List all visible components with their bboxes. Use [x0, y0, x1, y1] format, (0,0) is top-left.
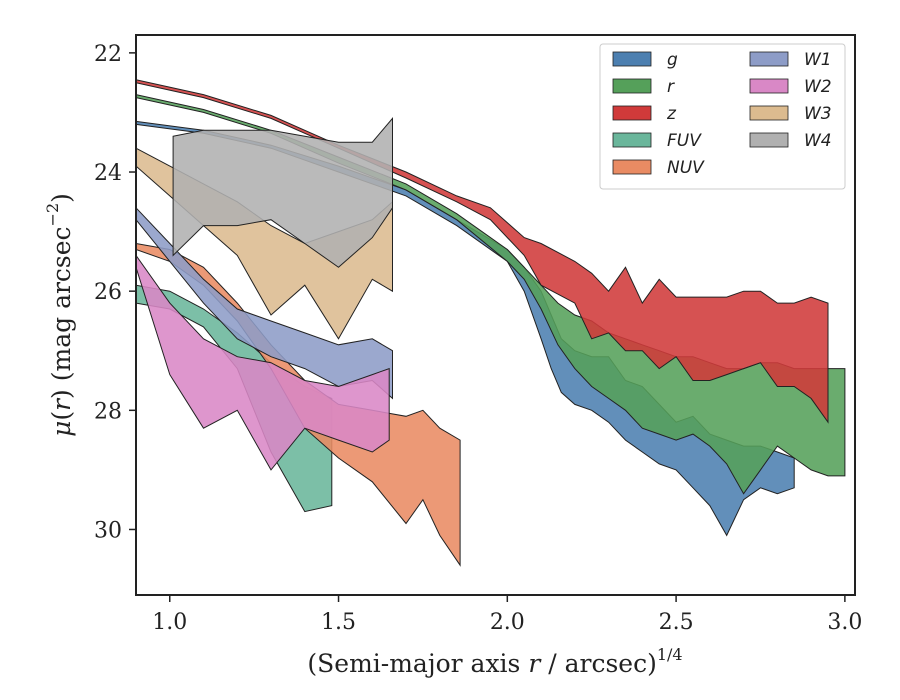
legend-label-r: r [667, 77, 675, 97]
profile-bands [136, 79, 846, 567]
legend-label-w4: W4 [804, 131, 832, 151]
legend-label-g: g [667, 50, 678, 70]
x-tick-label: 3.0 [827, 610, 862, 635]
band-w4 [172, 117, 393, 268]
x-tick-label: 1.0 [152, 610, 187, 635]
band-z [136, 79, 829, 424]
plot-frame [135, 34, 856, 596]
y-tick-label: 24 [94, 161, 122, 186]
y-tick-label: 30 [94, 518, 122, 543]
legend-label-w3: W3 [804, 104, 832, 124]
legend: grz FUV NUV W1 W2 W3 W4 [599, 43, 846, 190]
legend-swatch-w3 [749, 105, 789, 121]
y-axis-label: μ(r) (mag arcsec−2) [43, 193, 76, 437]
axis-ticks: 1.0 1.5 2.0 2.5 3.0 22 24 26 28 30 [94, 42, 862, 635]
legend-swatch-w4 [749, 132, 789, 148]
legend-swatch-w2 [749, 78, 789, 94]
band-r [136, 94, 846, 495]
x-axis-label: (Semi-major axis r / arcsec)1/4 [307, 645, 682, 678]
y-tick-label: 22 [94, 42, 122, 67]
band-w2 [136, 254, 390, 471]
y-tick-label: 28 [94, 399, 122, 424]
legend-swatch-nuv [612, 159, 652, 175]
legend-swatch-w1 [749, 51, 789, 67]
legend-swatch-r [612, 78, 652, 94]
legend-swatch-fuv [612, 132, 652, 148]
x-tick-label: 2.0 [490, 610, 525, 635]
x-tick-label: 1.5 [321, 610, 356, 635]
legend-label-nuv: NUV [667, 158, 705, 178]
band-w1 [136, 207, 393, 400]
x-tick-label: 2.5 [659, 610, 694, 635]
legend-label-fuv: FUV [667, 131, 702, 151]
legend-label-w1: W1 [804, 50, 832, 70]
y-tick-label: 26 [94, 280, 122, 305]
legend-label-z: z [666, 104, 677, 124]
legend-swatch-g [612, 51, 652, 67]
legend-label-w2: W2 [804, 77, 832, 97]
legend-swatch-z [612, 105, 652, 121]
